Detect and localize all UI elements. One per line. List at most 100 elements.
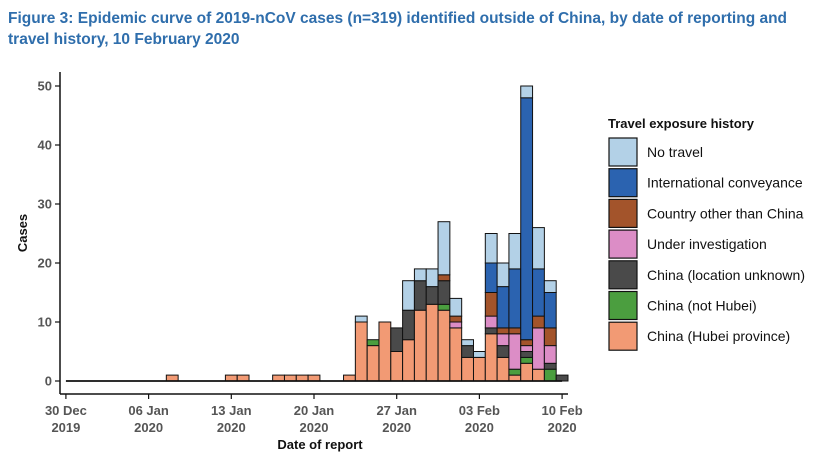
bar-segment-day-39-china-not-hubei [520, 356, 534, 364]
x-tick-label-21-year: 2020 [300, 420, 329, 435]
legend-swatch-china-hubei-province [608, 321, 638, 351]
bar-segment-day-26-china-hubei-province [366, 345, 380, 382]
bar-segment-day-27-china-hubei-province [378, 321, 392, 382]
bar-segment-day-38-under-investigation [508, 333, 522, 370]
figure-title: Figure 3: Epidemic curve of 2019-nCoV ca… [8, 10, 788, 48]
y-tick-label-50: 50 [38, 79, 52, 94]
bar-segment-day-40-under-investigation [532, 327, 545, 370]
bar-segment-day-32-no-travel [437, 221, 451, 276]
bar-segment-day-41-china-not-hubei [543, 368, 557, 382]
y-ticks: 0 10 20 30 40 50 [38, 79, 60, 389]
bar-segment-day-36-china-location-unknown [484, 327, 498, 335]
bar-segment-day-39-international-conveyance [520, 97, 534, 341]
bar-segment-day-32-china-not-hubei [437, 303, 451, 311]
bar-segment-day-31-china-hubei-province [425, 303, 439, 382]
x-axis-title: Date of report [277, 437, 363, 452]
bar-segment-day-33-under-investigation [449, 321, 463, 329]
bar-segment-day-39-under-investigation [520, 345, 534, 353]
bar-segment-day-30-china-hubei-province [413, 309, 427, 382]
x-tick-label-35-year: 2020 [465, 420, 494, 435]
bar-segment-day-37-under-investigation [496, 333, 510, 347]
y-tick-label-0: 0 [45, 374, 52, 389]
bar-segment-day-32-country-other-than-china [437, 274, 451, 282]
x-tick-label-42-date: 10 Feb [541, 403, 582, 418]
x-tick-label-21-date: 20 Jan [294, 403, 335, 418]
bar-segment-day-40-china-hubei-province [532, 368, 545, 382]
bar-segment-day-35-no-travel [472, 351, 486, 358]
bar-segment-day-36-under-investigation [484, 315, 498, 329]
legend-label-no-travel: No travel [647, 144, 703, 160]
x-tick-label-14-date: 13 Jan [211, 403, 252, 418]
bar-segment-day-37-no-travel [496, 262, 510, 288]
x-tick-label-28-date: 27 Jan [376, 403, 417, 418]
x-tick-label-35-date: 03 Feb [459, 403, 500, 418]
bar-segment-day-39-no-travel [520, 85, 534, 99]
bar-segment-day-41-no-travel [543, 280, 557, 294]
bar-segment-day-40-international-conveyance [532, 268, 545, 317]
bar-segment-day-25-china-hubei-province [354, 321, 368, 382]
y-tick-label-20: 20 [38, 256, 52, 271]
legend-swatch-china-not-hubei [608, 290, 638, 321]
y-axis-title: Cases [15, 214, 30, 252]
bar-segment-day-29-china-hubei-province [402, 339, 415, 382]
bar-segment-day-30-china-location-unknown [413, 280, 427, 311]
legend-title: Travel exposure history [608, 116, 755, 131]
bar-segment-day-33-china-hubei-province [449, 327, 463, 382]
x-ticks: 30 Dec 2019 06 Jan 2020 13 Jan 2020 20 Jan 2020… [45, 394, 583, 435]
x-tick-label-7-date: 06 Jan [128, 403, 169, 418]
bar-segment-day-39-china-hubei-province [520, 362, 534, 382]
bar-segment-day-26-china-not-hubei [366, 339, 380, 347]
bar-segment-day-36-china-hubei-province [484, 333, 498, 382]
bar-segment-day-40-country-other-than-china [532, 315, 545, 329]
legend-swatch-country-other-than-china [608, 198, 638, 228]
bar-segment-day-41-under-investigation [543, 345, 557, 364]
bar-segment-day-34-china-location-unknown [461, 345, 474, 358]
bar-segment-day-36-no-travel [484, 233, 498, 264]
bar-segment-day-37-china-hubei-province [496, 356, 510, 382]
y-tick-label-30: 30 [38, 197, 52, 212]
bar-segment-day-29-china-location-unknown [402, 309, 415, 341]
bar-segment-day-40-no-travel [532, 227, 545, 270]
y-tick-label-10: 10 [38, 315, 52, 330]
x-tick-label-0-year: 2019 [51, 420, 80, 435]
legend-swatch-no-travel [608, 137, 638, 167]
legend: Travel exposure history No travel Internat… [608, 116, 805, 351]
y-tick-label-40: 40 [38, 138, 52, 153]
bar-segment-day-32-china-hubei-province [437, 309, 451, 382]
bar-segment-day-37-country-other-than-china [496, 327, 510, 335]
legend-label-country-other-than-china: Country other than China [647, 205, 804, 221]
bar-segment-day-36-international-conveyance [484, 262, 498, 293]
bar-segment-day-30-no-travel [413, 268, 427, 282]
bar-segment-day-36-country-other-than-china [484, 292, 498, 317]
bar-segment-day-31-china-location-unknown [425, 286, 439, 305]
bar-segment-day-28-china-hubei-province [390, 351, 404, 382]
legend-swatch-china-location-unknown [608, 260, 638, 290]
legend-label-under-investigation: Under investigation [647, 236, 767, 252]
x-tick-label-7-year: 2020 [134, 420, 163, 435]
bar-segment-day-38-no-travel [508, 233, 522, 270]
legend-label-china-location-unknown: China (location unknown) [647, 267, 805, 283]
bar-segment-day-38-international-conveyance [508, 268, 522, 329]
bar-segment-day-29-no-travel [402, 280, 415, 311]
bar-segment-day-39-country-other-than-china [520, 339, 534, 347]
bar-segment-day-41-country-other-than-china [543, 327, 557, 347]
bar-segment-day-32-china-location-unknown [437, 280, 451, 305]
legend-label-china-not-hubei: China (not Hubei) [647, 298, 757, 314]
x-tick-label-14-year: 2020 [217, 420, 246, 435]
x-tick-label-42-year: 2020 [548, 420, 577, 435]
bar-segment-day-25-no-travel [354, 315, 368, 323]
bar-segment-day-41-china-location-unknown [543, 362, 557, 370]
bar-segment-day-33-country-other-than-china [449, 315, 463, 323]
bar-segment-day-34-no-travel [461, 339, 474, 347]
bar-segment-day-38-country-other-than-china [508, 327, 522, 335]
legend-label-china-hubei-province: China (Hubei province) [647, 328, 790, 344]
bar-segment-day-41-international-conveyance [543, 292, 557, 329]
x-tick-label-28-year: 2020 [382, 420, 411, 435]
bar-segment-day-37-international-conveyance [496, 286, 510, 329]
bars-layer [165, 85, 569, 382]
bar-segment-day-28-china-location-unknown [390, 327, 404, 352]
bar-segment-day-31-no-travel [425, 268, 439, 288]
bar-segment-day-39-china-location-unknown [520, 351, 534, 358]
bar-segment-day-37-china-location-unknown [496, 345, 510, 358]
legend-swatch-international-conveyance [608, 168, 638, 198]
